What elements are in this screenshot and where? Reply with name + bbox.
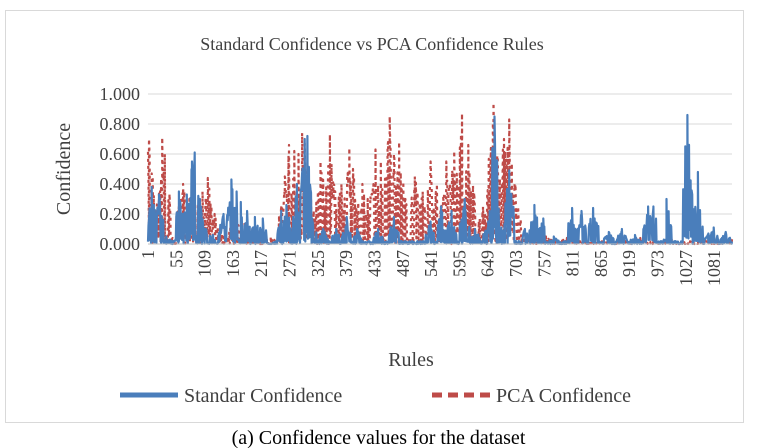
chart-title: Standard Confidence vs PCA Confidence Ru… xyxy=(200,34,543,54)
x-tick-label: 217 xyxy=(251,250,271,277)
y-tick-label: 0.600 xyxy=(100,144,141,164)
x-tick-label: 487 xyxy=(393,250,413,277)
x-tick-label: 541 xyxy=(421,250,441,277)
x-tick-label: 1081 xyxy=(704,250,724,286)
x-axis-label: Rules xyxy=(388,349,434,371)
x-tick-label: 379 xyxy=(336,250,356,277)
x-tick-label: 811 xyxy=(563,250,583,276)
chart-area xyxy=(5,10,744,423)
x-tick-label: 865 xyxy=(591,250,611,277)
legend-label-standard-confidence: Standar Confidence xyxy=(184,385,342,407)
x-tick-label: 757 xyxy=(534,250,554,277)
legend-label-pca-confidence: PCA Confidence xyxy=(496,385,631,407)
x-tick-label: 163 xyxy=(223,250,243,277)
series-standard-confidence-line xyxy=(146,113,734,246)
x-tick-label: 109 xyxy=(195,250,215,277)
x-tick-label: 1 xyxy=(138,250,158,259)
x-tick-label: 325 xyxy=(308,250,328,277)
x-tick-label: 1027 xyxy=(676,250,696,286)
y-tick-label: 0.800 xyxy=(100,114,141,134)
y-axis-label: Confidence xyxy=(53,123,75,215)
x-tick-label: 55 xyxy=(166,250,186,268)
x-tick-label: 595 xyxy=(449,250,469,277)
x-tick-label: 703 xyxy=(506,250,526,277)
y-tick-label: 1.000 xyxy=(100,84,141,104)
y-tick-label: 0.000 xyxy=(100,234,141,254)
x-tick-label: 433 xyxy=(365,250,385,277)
x-tick-label: 271 xyxy=(280,250,300,277)
y-tick-label: 0.200 xyxy=(100,204,141,224)
x-tick-label: 919 xyxy=(619,250,639,277)
x-tick-label: 973 xyxy=(648,250,668,277)
x-tick-label: 649 xyxy=(478,250,498,277)
y-tick-label: 0.400 xyxy=(100,174,141,194)
figure-caption: (a) Confidence values for the dataset xyxy=(231,428,526,448)
